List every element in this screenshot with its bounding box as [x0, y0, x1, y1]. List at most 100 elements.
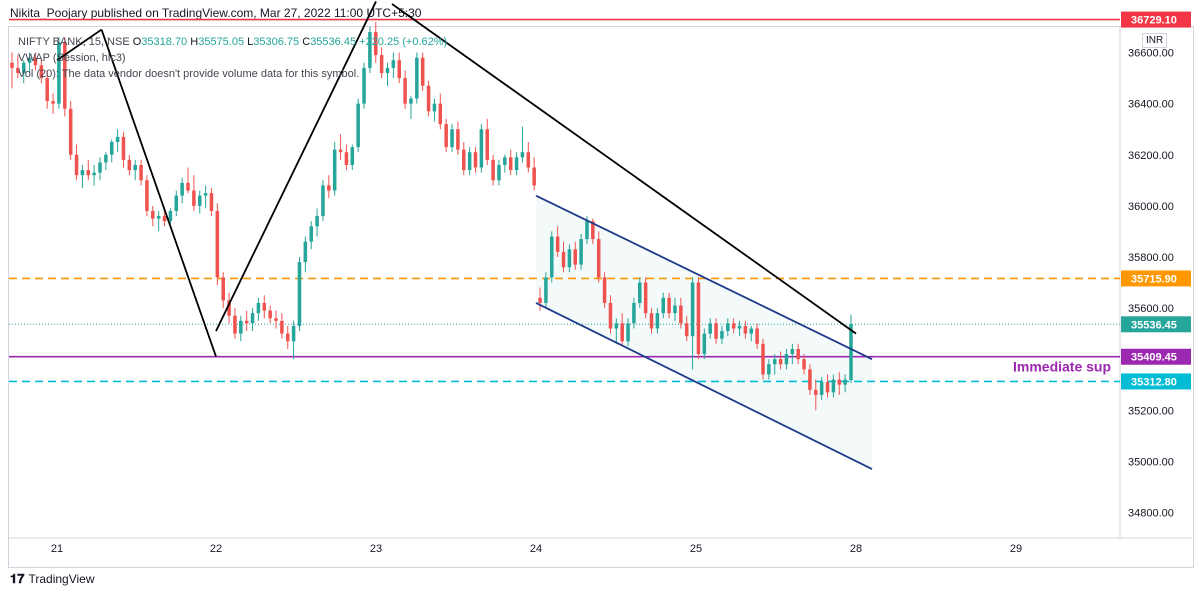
candle-body: [814, 389, 818, 395]
price-tag-dashed-cyan: [1121, 373, 1191, 390]
ohlc-row: NIFTY BANK, 15, NSE O35318.70 H35575.05 …: [18, 34, 447, 50]
x-tick-label: 25: [690, 543, 702, 555]
candle-body: [39, 65, 44, 79]
candle-body: [696, 282, 701, 355]
y-tick-label: 35200.00: [1128, 405, 1174, 417]
chart-frame[interactable]: [8, 26, 1194, 568]
y-tick-label: 36600.00: [1128, 48, 1174, 60]
candle-body: [332, 149, 337, 191]
candle-body: [643, 282, 648, 314]
candle-body: [274, 318, 278, 321]
candle-body: [168, 210, 173, 222]
candle-body: [508, 157, 513, 171]
candle-body: [33, 57, 38, 66]
candle-body: [632, 302, 636, 324]
y-tick-label: 36000.00: [1128, 201, 1174, 213]
candle-body: [10, 62, 14, 68]
candle-body: [526, 152, 531, 168]
candle-body: [338, 149, 343, 153]
candle-body: [315, 216, 319, 227]
currency-badge[interactable]: INR: [1142, 33, 1168, 48]
candle-body: [74, 154, 79, 176]
candle-body: [456, 129, 460, 150]
y-tick-label: 35000.00: [1128, 456, 1174, 468]
footer-brand: 𝟏𝟕 TradingView: [10, 571, 95, 587]
candle-body: [555, 236, 560, 252]
candle-body: [344, 152, 349, 165]
candle-body: [684, 323, 689, 337]
trend-line-channel-upper: [535, 194, 873, 360]
candle-body: [420, 57, 425, 86]
trend-line-zigzag-3: [215, 1, 377, 332]
published-caption: Nikita_Poojary published on TradingView.…: [10, 6, 422, 20]
candle-body: [209, 193, 214, 211]
open-label: O: [132, 36, 142, 48]
candle-body: [450, 129, 454, 148]
candle-body: [180, 182, 184, 196]
candle-body: [772, 359, 777, 365]
annotation-text: Immediate sup: [1013, 359, 1111, 375]
candle-body: [714, 323, 718, 339]
candle-body: [444, 124, 448, 148]
trend-line-zigzag-2: [100, 29, 217, 357]
candle-body: [285, 333, 290, 342]
candle-body: [104, 154, 108, 163]
candle-body: [174, 195, 179, 211]
price-tag-label: 35715.90: [1131, 273, 1177, 285]
low-value: 35306.75: [253, 36, 300, 48]
y-tick-label: 34800.00: [1128, 507, 1174, 519]
tradingview-logo-icon: 𝟏𝟕: [10, 571, 25, 586]
candle-body: [585, 221, 589, 240]
volume-indicator[interactable]: Vol (20): The data vendor doesn't provid…: [18, 68, 360, 80]
candle-body: [215, 210, 220, 278]
candle-body: [667, 297, 671, 314]
candle-body: [544, 277, 548, 303]
candle-body: [708, 323, 712, 334]
vwap-indicator[interactable]: VWAP (Session, hlc3): [18, 52, 126, 64]
candle-body: [550, 236, 554, 278]
candle-body: [415, 57, 419, 99]
candle-body: [808, 369, 812, 390]
candle-body: [145, 180, 149, 211]
candle-body: [374, 32, 378, 56]
close-value: 35536.45: [310, 36, 357, 48]
candle-body: [385, 67, 390, 73]
candle-body: [596, 239, 601, 278]
candle-body: [514, 157, 519, 171]
candle-body: [21, 62, 26, 73]
x-tick-label: 29: [1010, 543, 1022, 555]
symbol-label[interactable]: NIFTY BANK, 15, NSE: [18, 36, 130, 48]
candle-body: [379, 55, 384, 73]
price-tag-resistance: [1121, 11, 1191, 28]
high-value: 35575.05: [198, 36, 245, 48]
candle-body: [825, 382, 830, 393]
candle-body: [256, 302, 261, 314]
candle-body: [127, 159, 132, 171]
candle-body: [726, 323, 730, 332]
candle-body: [778, 359, 783, 365]
candle-body: [720, 331, 724, 339]
candle-body: [796, 348, 800, 360]
x-tick-label: 24: [530, 543, 542, 555]
candle-body: [151, 210, 155, 219]
candle-body: [485, 129, 489, 160]
candle-body: [690, 282, 695, 337]
change-value: +220.25 (+0.62%): [359, 36, 448, 48]
candle-body: [802, 359, 806, 370]
y-tick-label: 36200.00: [1128, 150, 1174, 162]
price-tag-dashed-orange: [1121, 270, 1191, 287]
candle-body: [156, 216, 161, 219]
candle-body: [579, 239, 583, 265]
candle-body: [673, 305, 677, 314]
candle-body: [849, 324, 853, 381]
x-tick-label: 23: [370, 543, 382, 555]
candle-body: [638, 282, 642, 303]
candle-body: [602, 277, 607, 303]
candle-body: [620, 323, 624, 342]
candle-body: [227, 300, 231, 316]
candle-body: [491, 159, 495, 181]
candle-body: [403, 78, 407, 104]
candle-body: [655, 313, 660, 329]
candle-body: [45, 78, 49, 102]
